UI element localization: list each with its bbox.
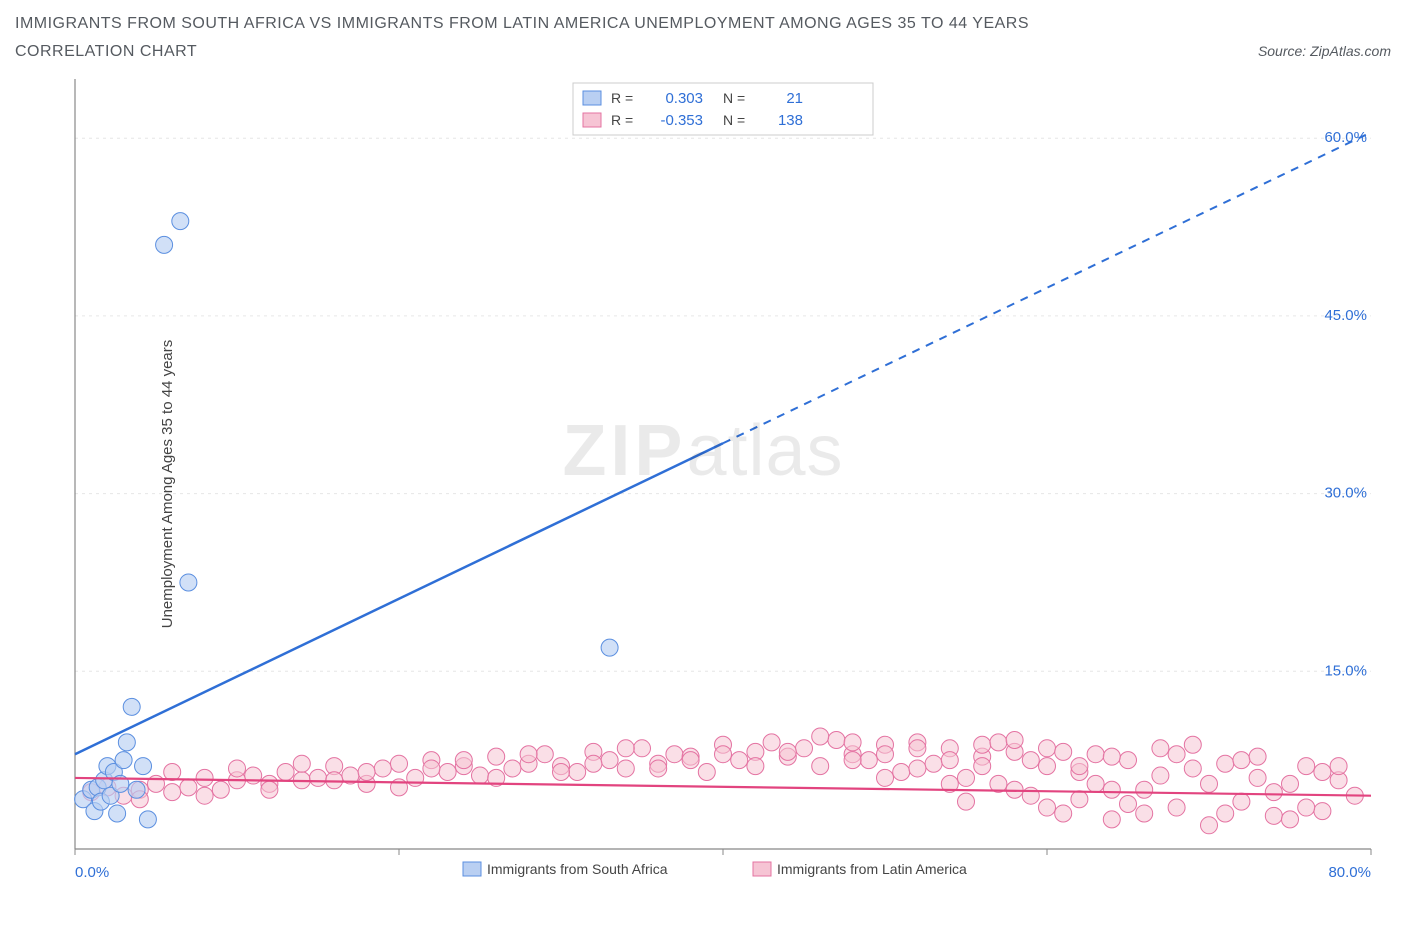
svg-text:138: 138 — [778, 112, 803, 129]
svg-text:80.0%: 80.0% — [1328, 864, 1371, 881]
svg-text:0.303: 0.303 — [665, 90, 703, 107]
svg-text:Immigrants from Latin America: Immigrants from Latin America — [777, 861, 967, 877]
chart-title-line1: IMMIGRANTS FROM SOUTH AFRICA VS IMMIGRAN… — [15, 15, 1391, 33]
chart-container: Unemployment Among Ages 35 to 44 years Z… — [15, 69, 1391, 899]
y-axis-label: Unemployment Among Ages 35 to 44 years — [159, 340, 176, 629]
svg-text:15.0%: 15.0% — [1324, 662, 1367, 679]
svg-text:30.0%: 30.0% — [1324, 485, 1367, 502]
svg-text:21: 21 — [786, 90, 803, 107]
source-label: Source: ZipAtlas.com — [1258, 43, 1391, 59]
correlation-chart: 15.0%30.0%45.0%60.0%0.0%80.0%R =0.303N =… — [15, 69, 1391, 899]
svg-text:45.0%: 45.0% — [1324, 307, 1367, 324]
chart-title-line2: CORRELATION CHART — [15, 43, 197, 61]
svg-text:Immigrants from South Africa: Immigrants from South Africa — [487, 861, 668, 877]
svg-text:R =: R = — [611, 90, 633, 106]
svg-text:N =: N = — [723, 90, 745, 106]
svg-text:0.0%: 0.0% — [75, 864, 109, 881]
svg-text:-0.353: -0.353 — [660, 112, 703, 129]
svg-text:N =: N = — [723, 112, 745, 128]
svg-text:R =: R = — [611, 112, 633, 128]
